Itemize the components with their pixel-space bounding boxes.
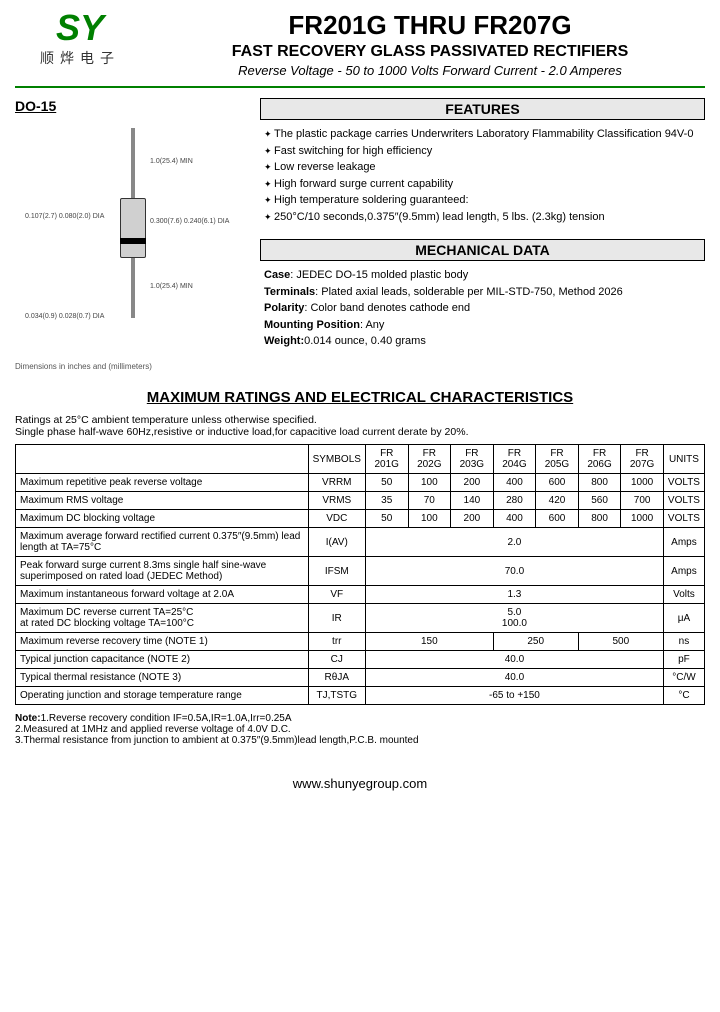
case-label: Case: [264, 269, 290, 281]
subtitle: FAST RECOVERY GLASS PASSIVATED RECTIFIER…: [155, 43, 705, 61]
footer-url: www.shunyegroup.com: [15, 776, 705, 791]
mounting-label: Mounting Position: [264, 319, 360, 331]
upper-section: DO-15 1.0(25.4) MIN 0.107(2.7) 0.080(2.0…: [15, 98, 705, 371]
weight-value: 0.014 ounce, 0.40 grams: [304, 335, 426, 347]
cathode-band: [120, 238, 146, 244]
right-column: FEATURES The plastic package carries Und…: [260, 98, 705, 371]
case-value: : JEDEC DO-15 molded plastic body: [290, 269, 468, 281]
lead-bottom: [131, 258, 135, 318]
dim-1: 1.0(25.4) MIN: [150, 158, 193, 165]
package-drawing: DO-15 1.0(25.4) MIN 0.107(2.7) 0.080(2.0…: [15, 98, 245, 371]
lead-top: [131, 128, 135, 198]
subtitle2: Reverse Voltage - 50 to 1000 Volts Forwa…: [155, 63, 705, 78]
feature-item: High temperature soldering guaranteed:: [264, 192, 705, 209]
ratings-title: MAXIMUM RATINGS AND ELECTRICAL CHARACTER…: [15, 389, 705, 406]
ratings-note: Ratings at 25°C ambient temperature unle…: [15, 414, 705, 438]
feature-item: 250°C/10 seconds,0.375″(9.5mm) lead leng…: [264, 209, 705, 226]
package-name: DO-15: [15, 98, 245, 114]
mechanical-body: Case: JEDEC DO-15 molded plastic body Te…: [260, 267, 705, 350]
dim-4: 1.0(25.4) MIN: [150, 283, 193, 290]
mounting-value: : Any: [360, 319, 384, 331]
feature-item: The plastic package carries Underwriters…: [264, 126, 705, 143]
dim-5: 0.034(0.9) 0.028(0.7) DIA: [25, 313, 104, 320]
spec-table: SYMBOLSFR 201GFR 202GFR 203GFR 204GFR 20…: [15, 444, 705, 705]
terminals-label: Terminals: [264, 286, 315, 298]
features-list: The plastic package carries Underwriters…: [260, 126, 705, 225]
divider: [15, 86, 705, 88]
mechanical-header: MECHANICAL DATA: [260, 239, 705, 261]
title-block: FR201G THRU FR207G FAST RECOVERY GLASS P…: [155, 10, 705, 78]
logo: SY 顺烨电子: [15, 10, 145, 80]
terminals-value: : Plated axial leads, solderable per MIL…: [315, 286, 623, 298]
weight-label: Weight:: [264, 335, 304, 347]
footnotes: Note:1.Reverse recovery condition IF=0.5…: [15, 713, 705, 746]
dim-3: 0.300(7.6) 0.240(6.1) DIA: [150, 218, 229, 225]
diode-body: [120, 198, 146, 258]
features-header: FEATURES: [260, 98, 705, 120]
polarity-value: : Color band denotes cathode end: [304, 302, 470, 314]
dim-2: 0.107(2.7) 0.080(2.0) DIA: [25, 213, 104, 220]
diode-diagram: 1.0(25.4) MIN 0.107(2.7) 0.080(2.0) DIA …: [15, 118, 245, 358]
logo-chinese: 顺烨电子: [40, 48, 120, 68]
package-note: Dimensions in inches and (millimeters): [15, 362, 245, 371]
logo-text: SY: [56, 10, 104, 46]
polarity-label: Polarity: [264, 302, 304, 314]
main-title: FR201G THRU FR207G: [155, 10, 705, 41]
feature-item: Low reverse leakage: [264, 159, 705, 176]
header: SY 顺烨电子 FR201G THRU FR207G FAST RECOVERY…: [15, 10, 705, 80]
feature-item: High forward surge current capability: [264, 176, 705, 193]
feature-item: Fast switching for high efficiency: [264, 143, 705, 160]
